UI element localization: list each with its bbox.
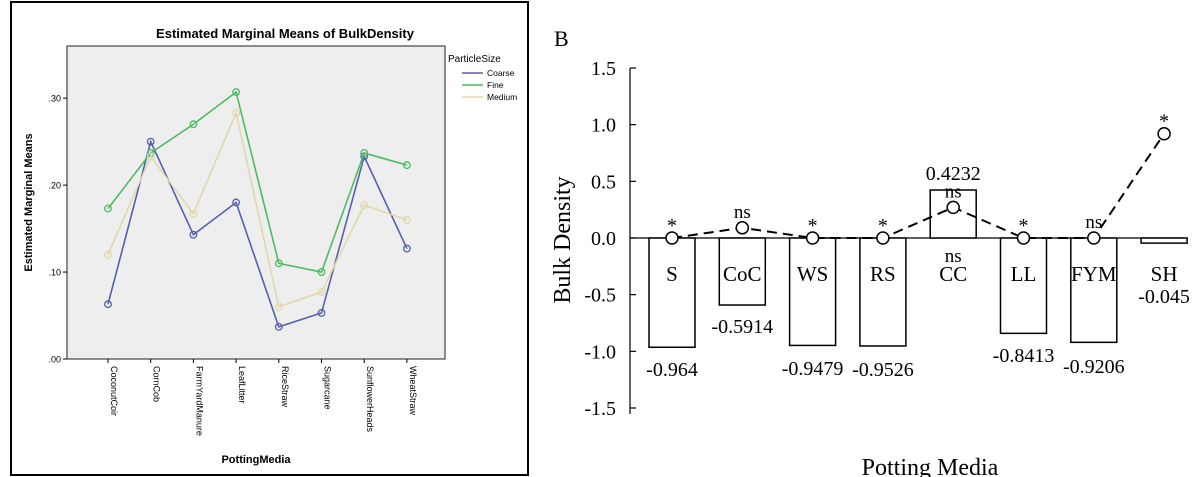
- value-label: -0.8413: [993, 345, 1055, 367]
- chart-a-title: Estimated Marginal Means of BulkDensity: [156, 26, 415, 41]
- bar-ws: [788, 237, 837, 347]
- category-label-coc: CoC: [723, 262, 762, 286]
- significance-mark: ns: [1085, 212, 1102, 233]
- trend-marker: [1157, 126, 1171, 141]
- data-point-medium: [146, 152, 155, 161]
- y-axis-label: Estimated Marginal Means: [23, 133, 35, 271]
- series-line-coarse: [107, 139, 408, 328]
- y-axis-label: Bulk Density: [550, 176, 576, 303]
- category-label-fym: FYM: [1071, 262, 1117, 286]
- series-line-medium: [107, 110, 408, 308]
- data-point-coarse: [402, 244, 411, 253]
- value-label: -0.9206: [1063, 356, 1125, 378]
- value-label: -0.964: [646, 359, 698, 381]
- series-line-fine: [107, 90, 408, 273]
- significance-mark: *: [808, 215, 818, 237]
- trend-marker: [946, 200, 960, 215]
- category-label-s: S: [666, 262, 678, 286]
- data-point-coarse: [189, 230, 198, 239]
- trend-marker: [735, 221, 750, 235]
- bar-rs: [859, 237, 907, 347]
- x-tick-label: SunflowerHeads: [365, 366, 375, 433]
- trend-line: [671, 133, 1165, 239]
- y-tick-label: 0.0: [591, 228, 616, 250]
- bar-sh: [1140, 237, 1188, 244]
- significance-mark: *: [1159, 111, 1169, 133]
- significance-mark: ns: [734, 202, 751, 223]
- category-label-cc: CC: [939, 262, 967, 286]
- significance-mark: *: [667, 215, 677, 237]
- x-axis-label: Potting Media: [862, 455, 999, 477]
- trend-marker: [805, 231, 820, 245]
- data-point-coarse: [146, 137, 155, 146]
- data-point-coarse: [317, 308, 326, 317]
- legend-label-coarse: Coarse: [487, 68, 515, 78]
- bar-ll: [999, 237, 1048, 335]
- bar-fym: [1070, 237, 1118, 344]
- y-tick-label: .00: [48, 355, 61, 365]
- data-point-medium: [189, 209, 198, 218]
- x-tick-label: CoconutCoir: [109, 366, 119, 416]
- data-point-fine: [232, 88, 241, 97]
- legend-title: ParticleSize: [448, 54, 501, 65]
- legend-label-medium: Medium: [487, 92, 517, 102]
- value-label: -0.9479: [782, 358, 844, 380]
- y-tick-label: -0.5: [584, 285, 616, 307]
- y-tick-label: 0.5: [591, 171, 616, 193]
- data-point-fine: [402, 161, 411, 170]
- data-point-fine: [360, 148, 369, 157]
- data-point-fine: [189, 120, 198, 129]
- significance-mark: ns: [945, 181, 962, 202]
- y-tick-label: .30: [48, 94, 61, 104]
- y-tick-label: 1.5: [591, 58, 616, 80]
- x-tick-label: LeafLitter: [237, 366, 247, 404]
- y-tick-label: 1.0: [591, 115, 616, 137]
- chart-a-estimated-marginal-means: Estimated Marginal Means of BulkDensity.…: [10, 1, 529, 476]
- x-tick-label: RiceStraw: [280, 366, 290, 408]
- significance-mark-cc-inner: ns: [945, 246, 962, 267]
- y-tick-label: .20: [48, 181, 61, 191]
- value-label: -0.9526: [852, 359, 914, 381]
- panel-label: B: [554, 26, 569, 51]
- data-point-coarse: [232, 198, 241, 207]
- trend-marker: [876, 231, 890, 245]
- category-label-ll: LL: [1011, 262, 1037, 286]
- x-axis-label: PottingMedia: [221, 454, 291, 466]
- category-label-ws: WS: [797, 262, 829, 286]
- trend-marker: [665, 231, 679, 245]
- data-point-fine: [274, 259, 283, 268]
- data-point-medium: [232, 108, 241, 117]
- chart-b-bulk-density-bars: B 1.5 1.0 0.5 0.0 -0.5 -1.0 -1.5 Bulk Density * ns…: [550, 26, 1190, 477]
- data-point-fine: [317, 268, 326, 277]
- data-point-medium: [274, 302, 283, 311]
- significance-mark: *: [878, 215, 888, 237]
- trend-marker: [1016, 231, 1031, 245]
- legend-label-fine: Fine: [487, 80, 504, 90]
- bar-s: [648, 237, 696, 349]
- data-point-medium: [402, 215, 411, 224]
- data-point-fine: [104, 204, 112, 213]
- y-tick-label: .10: [48, 268, 61, 278]
- data-point-medium: [104, 250, 112, 259]
- significance-mark: *: [1019, 215, 1029, 237]
- data-point-coarse: [104, 300, 112, 309]
- x-tick-label: FarmYardManure: [194, 366, 204, 436]
- data-point-medium: [360, 201, 369, 210]
- x-tick-label: CornCob: [152, 366, 162, 402]
- category-label-sh: SH: [1151, 262, 1178, 286]
- value-label: 0.4232: [926, 163, 981, 185]
- category-label-rs: RS: [870, 262, 896, 286]
- x-tick-label: Sugarcane: [323, 366, 333, 410]
- data-point-coarse: [274, 322, 283, 331]
- y-tick-label: -1.5: [584, 398, 616, 420]
- y-tick-label: -1.0: [584, 341, 616, 363]
- data-point-medium: [317, 288, 326, 297]
- x-tick-label: WheatStraw: [408, 366, 418, 416]
- trend-marker: [1087, 231, 1101, 245]
- value-label: -0.045: [1138, 286, 1190, 308]
- value-label: -0.5914: [711, 316, 773, 338]
- bar-coc: [718, 237, 767, 306]
